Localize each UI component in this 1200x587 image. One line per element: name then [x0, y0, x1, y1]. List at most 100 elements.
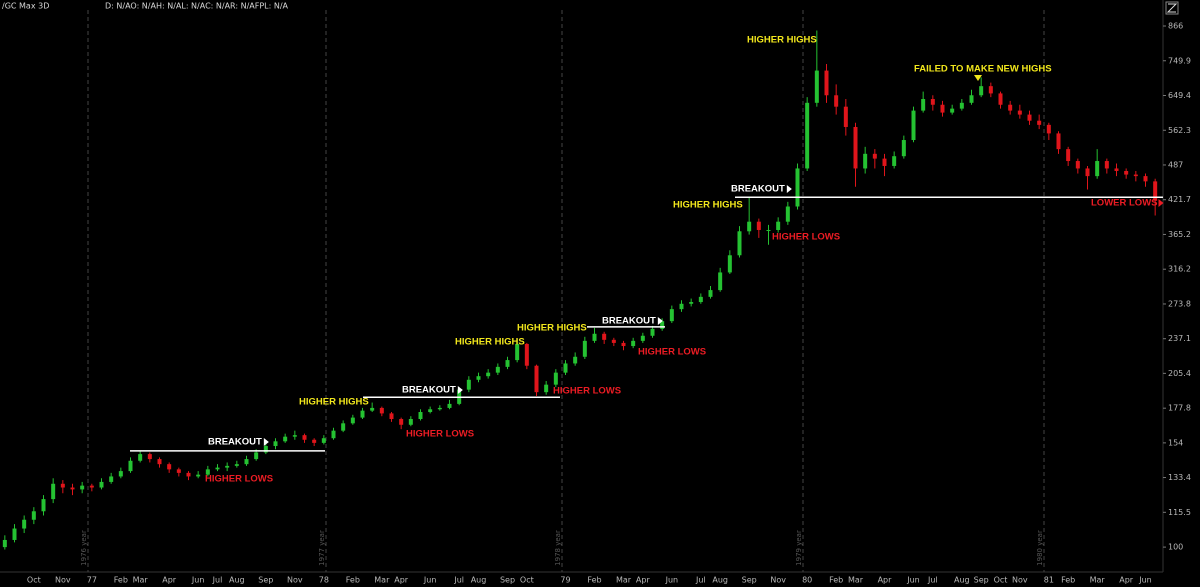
candle-body	[254, 452, 259, 460]
candle-body	[795, 168, 800, 207]
x-tick-label: Oct	[520, 576, 534, 585]
candle-body	[737, 231, 742, 256]
x-tick-label: 79	[560, 576, 570, 585]
candle-body	[234, 464, 239, 466]
x-tick-label: Aug	[712, 576, 728, 585]
candle-body	[650, 328, 655, 336]
candle-body	[1075, 161, 1080, 169]
zoom-icon[interactable]	[1165, 1, 1179, 15]
annotation: HIGHER HIGHS	[299, 397, 369, 408]
candle-body	[109, 476, 114, 482]
candle-body	[611, 339, 616, 343]
candle-body	[70, 487, 75, 490]
candle-body	[138, 454, 143, 461]
y-tick-label: 237.1	[1168, 334, 1191, 343]
candle-body	[621, 342, 626, 347]
candle-body	[930, 99, 935, 105]
candle-body	[263, 446, 268, 453]
candle-body	[1046, 124, 1051, 134]
x-tick-label: Mar	[1090, 576, 1106, 585]
candle-body	[495, 366, 500, 373]
candle-body	[776, 221, 781, 230]
candle-body	[766, 229, 771, 231]
x-tick-label: Sep	[500, 576, 515, 585]
candle-body	[882, 158, 887, 166]
candle-body	[128, 460, 133, 472]
candle-body	[196, 474, 201, 477]
candle-body	[1008, 104, 1013, 111]
zoom-glyph	[1166, 3, 1178, 13]
candle-body	[447, 403, 452, 408]
y-tick-label: 100	[1168, 543, 1183, 552]
candle-body	[428, 409, 433, 413]
candle-body	[660, 321, 665, 329]
annotation: HIGHER HIGHS	[517, 323, 587, 334]
candle-body	[573, 356, 578, 364]
annotation: LOWER LOWS	[1091, 198, 1158, 209]
candle-body	[312, 439, 317, 443]
candle-body	[60, 483, 65, 488]
candle-body	[205, 469, 210, 475]
candle-body	[553, 372, 558, 385]
candle-body	[969, 95, 974, 103]
breakout-arrow	[457, 386, 463, 394]
x-tick-label: Nov	[287, 576, 303, 585]
x-tick-label: Feb	[829, 576, 843, 585]
candle-body	[273, 441, 278, 447]
candle-body	[31, 511, 36, 520]
y-tick-label: 316.2	[1168, 265, 1191, 274]
candle-body	[824, 70, 829, 96]
candle-body	[834, 95, 839, 107]
x-tick-label: Feb	[587, 576, 601, 585]
candle-body	[979, 86, 984, 96]
x-tick-label: 81	[1044, 576, 1054, 585]
annotation: HIGHER LOWS	[205, 474, 273, 485]
x-tick-label: Nov	[1012, 576, 1028, 585]
y-tick-label: 749.9	[1168, 56, 1191, 65]
candle-body	[379, 407, 384, 414]
annotation: HIGHER LOWS	[553, 386, 621, 397]
annotation: HIGHER HIGHS	[673, 200, 743, 211]
x-tick-label: Aug	[229, 576, 245, 585]
zoom-box	[1165, 1, 1179, 15]
x-tick-label: Jun	[906, 576, 920, 585]
y-tick-label: 365.2	[1168, 230, 1191, 239]
candle-body	[505, 360, 510, 367]
y-tick-label: 562.3	[1168, 126, 1191, 135]
candle-body	[892, 156, 897, 166]
x-tick-label: Apr	[162, 576, 177, 585]
candle-body	[321, 438, 326, 443]
candle-body	[689, 302, 694, 304]
x-tick-label: Sep	[974, 576, 989, 585]
breakout-arrow	[657, 317, 663, 325]
x-tick-label: Apr	[878, 576, 893, 585]
candle-body	[747, 221, 752, 232]
candle-body	[988, 86, 993, 94]
x-tick-label: Jul	[695, 576, 706, 585]
annotation: FAILED TO MAKE NEW HIGHS	[914, 64, 1052, 75]
candle-body	[22, 519, 27, 529]
candle-body	[814, 70, 819, 103]
x-tick-label: Mar	[848, 576, 864, 585]
candle-body	[1056, 133, 1061, 150]
annotation: BREAKOUT	[602, 316, 656, 327]
x-tick-label: Nov	[55, 576, 71, 585]
annotation: HIGHER HIGHS	[455, 337, 525, 348]
y-tick-label: 649.4	[1168, 91, 1191, 100]
candle-body	[940, 104, 945, 113]
candle-body	[331, 430, 336, 439]
candle-body	[341, 423, 346, 431]
candle-body	[698, 296, 703, 303]
candle-body	[998, 93, 1003, 105]
candle-body	[350, 417, 355, 424]
year-label: 1979 year	[795, 530, 803, 566]
candle-body	[959, 102, 964, 109]
x-tick-label: Feb	[1061, 576, 1075, 585]
x-tick-label: Mar	[616, 576, 632, 585]
candle-body	[244, 459, 249, 465]
y-tick-label: 177.8	[1168, 404, 1191, 413]
y-tick-label: 866	[1168, 22, 1183, 31]
candle-body	[544, 384, 549, 393]
annotation: BREAKOUT	[731, 184, 785, 195]
